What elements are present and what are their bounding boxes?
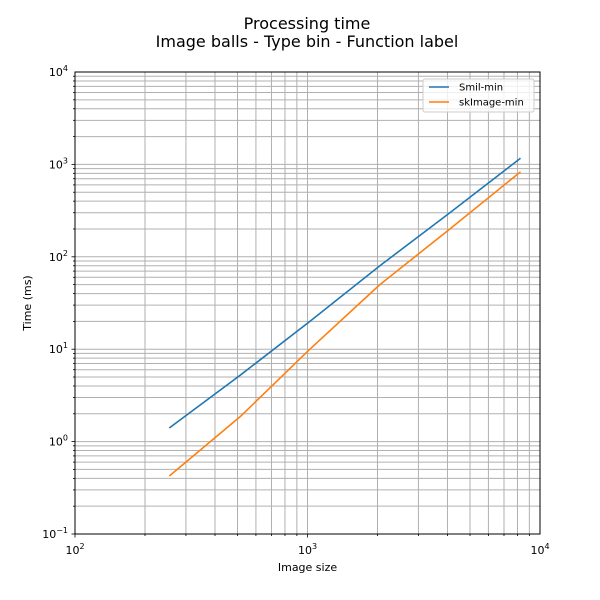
tick-labels: 102 103 104 10−1 100 101 102 103 104 xyxy=(42,64,549,557)
y-tick-label: 101 xyxy=(49,341,68,356)
grid xyxy=(74,72,540,535)
y-tick-label: 100 xyxy=(49,434,68,449)
x-tick-label: 104 xyxy=(530,542,549,557)
legend: Smil-min skImage-min xyxy=(422,78,535,113)
y-tick-label: 103 xyxy=(49,156,68,171)
legend-label-skimage-min: skImage-min xyxy=(459,98,524,109)
y-tick-label: 10−1 xyxy=(42,526,68,541)
x-axis-label: Image size xyxy=(278,561,338,574)
x-tick-label: 102 xyxy=(65,542,84,557)
series-line-smil-min xyxy=(168,157,521,429)
legend-label-smil-min: Smil-min xyxy=(459,83,503,94)
chart-title: Processing time xyxy=(244,14,371,33)
series-line-skimage-min xyxy=(168,171,521,477)
x-tick-label: 103 xyxy=(298,542,317,557)
ticks xyxy=(71,75,530,538)
y-axis-label: Time (ms) xyxy=(21,275,34,331)
y-tick-label: 102 xyxy=(49,249,68,264)
series-layer xyxy=(168,157,521,477)
chart-subtitle: Image balls - Type bin - Function label xyxy=(156,32,459,51)
y-tick-label: 104 xyxy=(49,64,68,79)
legend-box xyxy=(422,78,535,113)
